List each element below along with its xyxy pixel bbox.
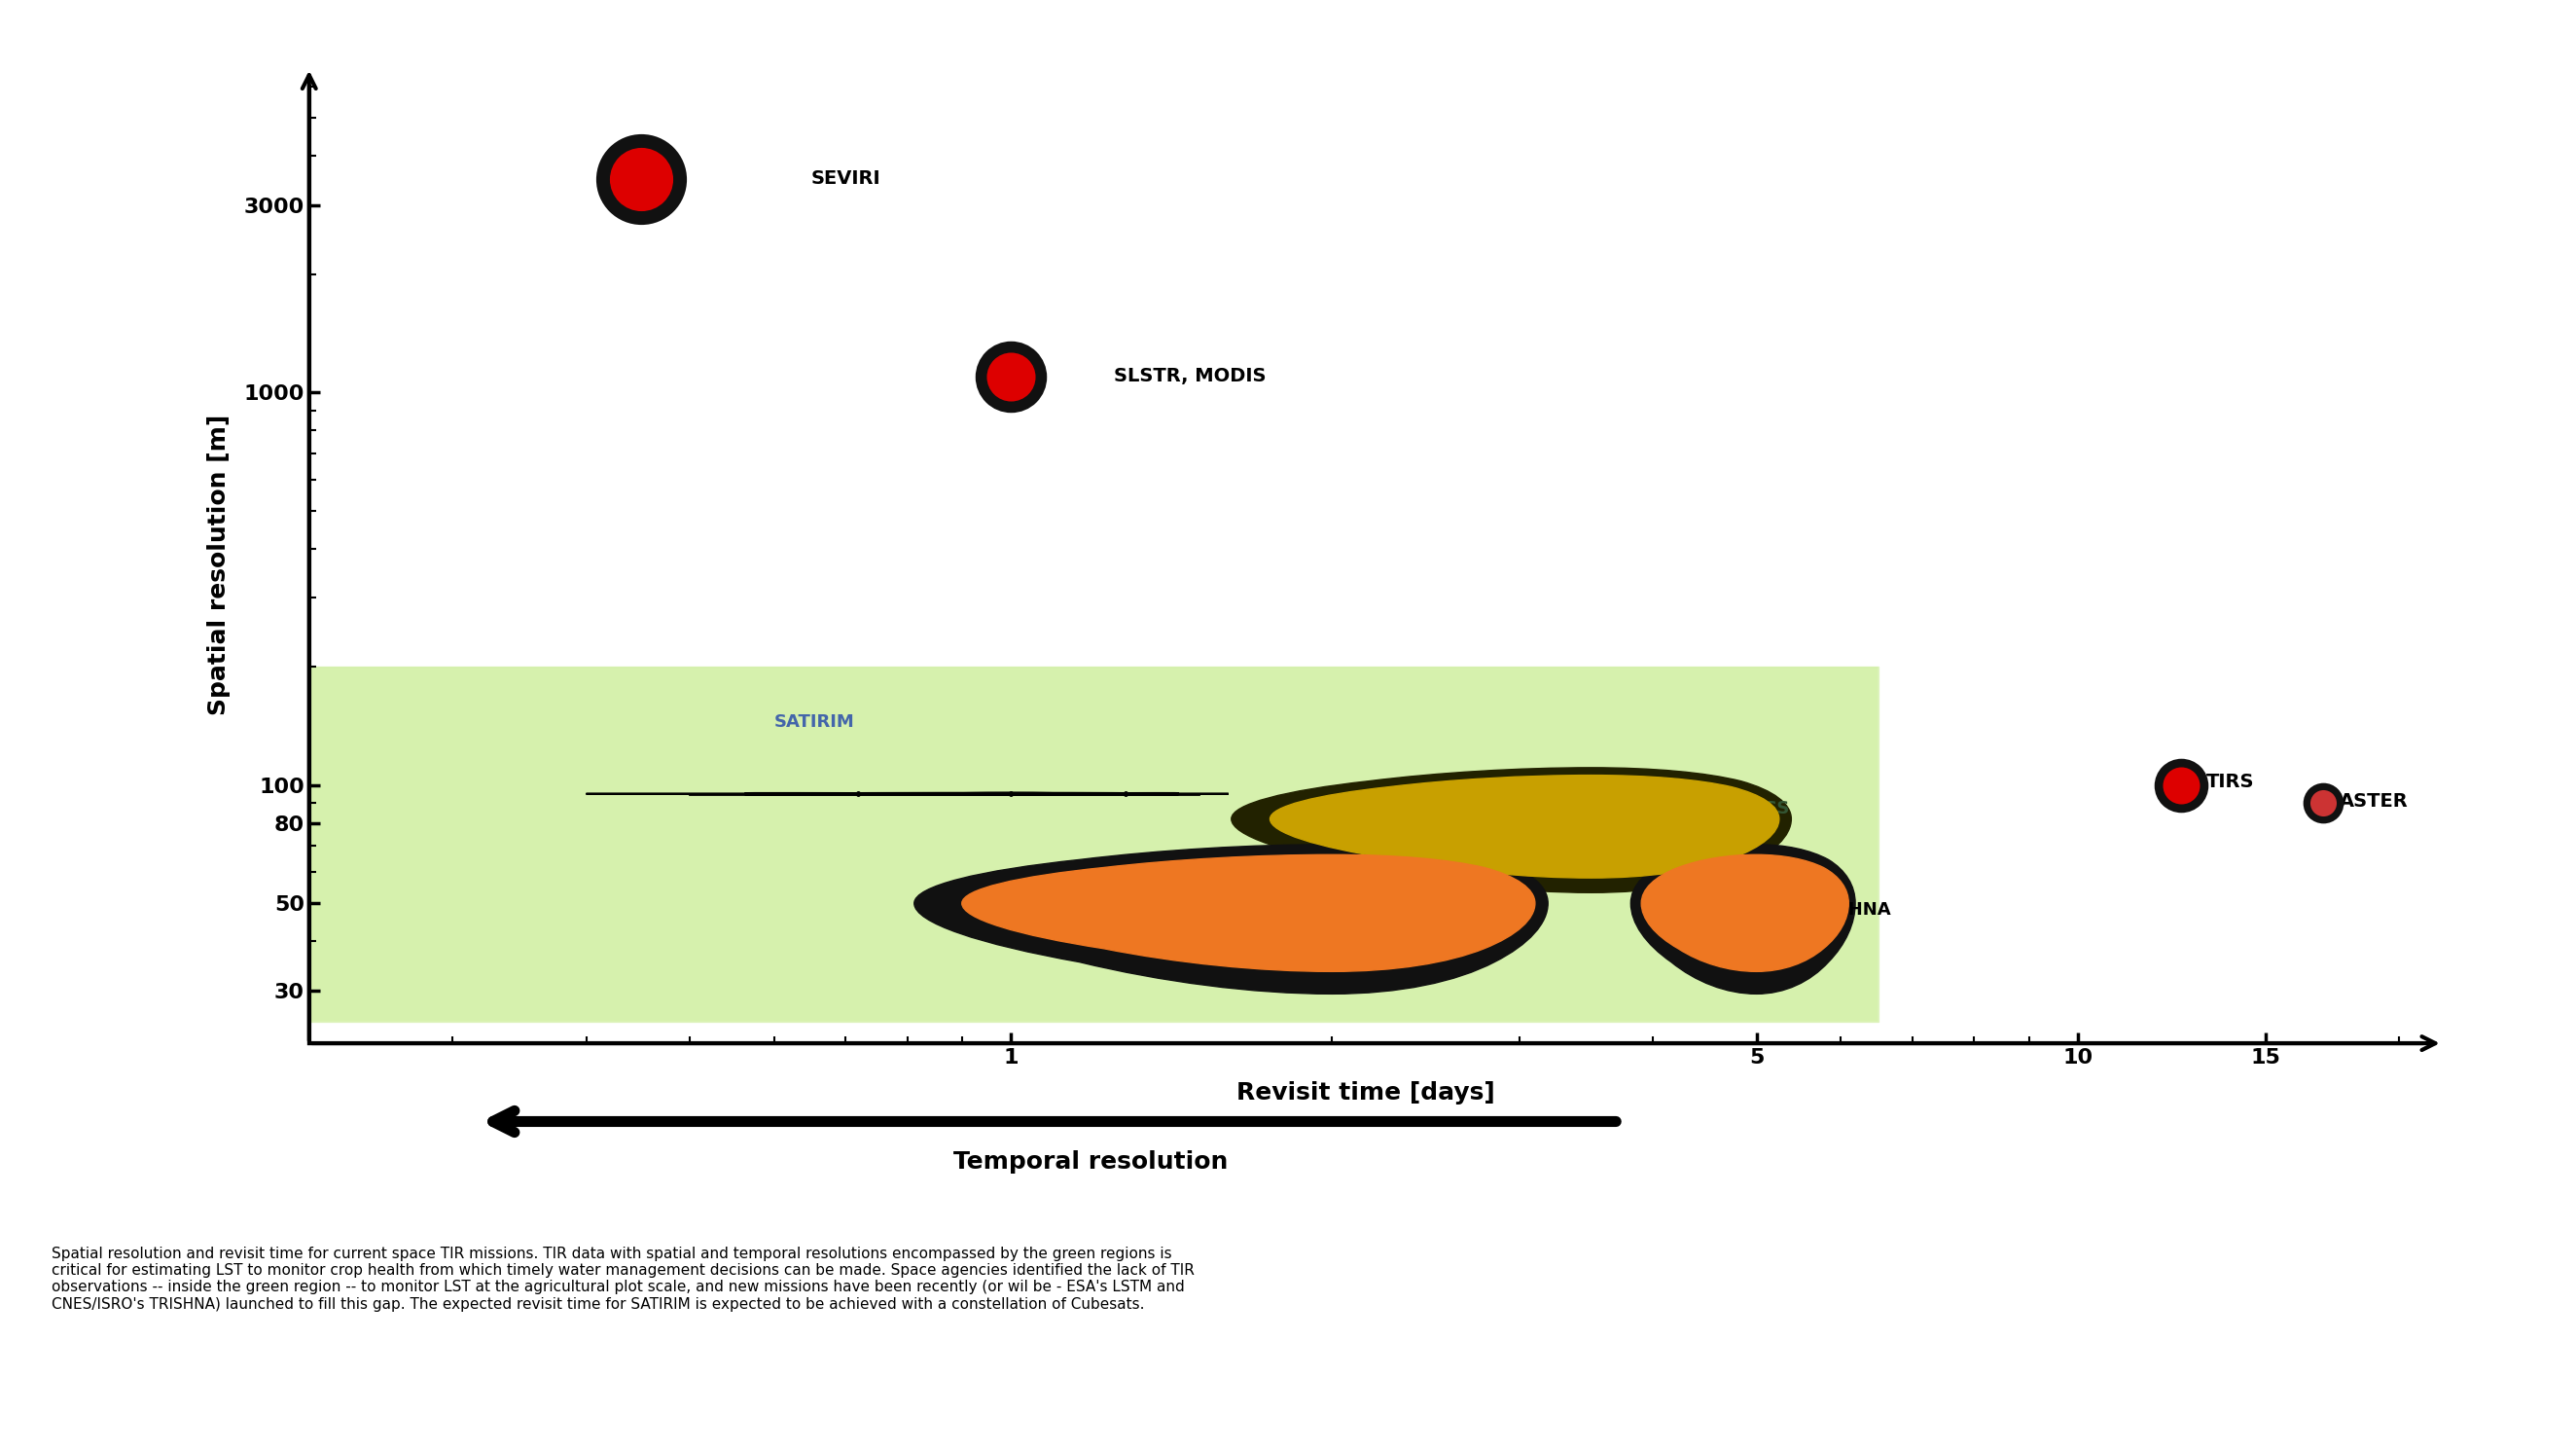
Ellipse shape (1231, 768, 1790, 893)
Point (2303, 791, 2344, 814)
Point (989, 365, 1030, 388)
Ellipse shape (1641, 855, 1850, 971)
FancyBboxPatch shape (309, 667, 1878, 1022)
Text: TRISHNA: TRISHNA (1806, 901, 1891, 919)
Point (989, 365, 1030, 388)
Ellipse shape (961, 855, 1535, 971)
Text: TIRS: TIRS (2205, 772, 2254, 791)
Ellipse shape (1631, 845, 1855, 994)
X-axis label: Revisit time [days]: Revisit time [days] (1236, 1081, 1494, 1104)
Point (2161, 774, 2202, 797)
Text: SLSTR, MODIS: SLSTR, MODIS (1113, 367, 1267, 385)
Point (621, 167, 662, 190)
Y-axis label: Spatial resolution [m]: Spatial resolution [m] (206, 414, 229, 716)
Text: Spatial resolution and revisit time for current space TIR missions. TIR data wit: Spatial resolution and revisit time for … (52, 1246, 1195, 1311)
Text: SATIRIM: SATIRIM (773, 713, 855, 730)
Ellipse shape (914, 845, 1548, 994)
Point (621, 167, 662, 190)
Text: ECOSTRESS: ECOSTRESS (1674, 800, 1790, 817)
Text: SEVIRI: SEVIRI (811, 170, 881, 188)
Point (2303, 791, 2344, 814)
Text: LSTM: LSTM (1445, 901, 1497, 919)
Text: ASTER: ASTER (2339, 793, 2409, 810)
Ellipse shape (1270, 775, 1780, 878)
Text: Temporal resolution: Temporal resolution (953, 1151, 1229, 1174)
Point (2161, 774, 2202, 797)
